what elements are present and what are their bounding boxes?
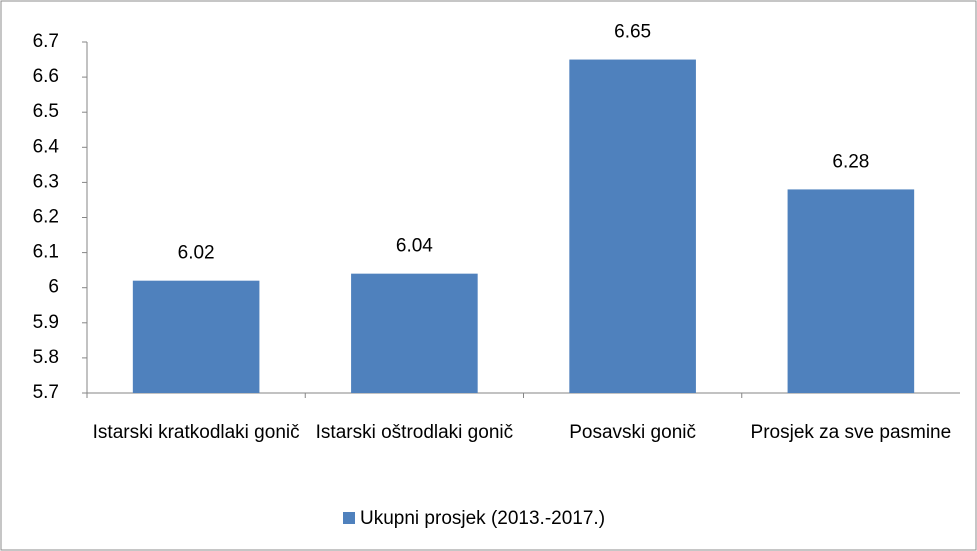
y-tick-label: 5.8: [33, 347, 59, 368]
bar: [132, 280, 260, 393]
data-label: 6.02: [178, 243, 215, 264]
bar: [787, 189, 915, 393]
data-label: 6.65: [614, 22, 651, 43]
y-tick-label: 6.2: [33, 207, 59, 228]
y-tick-label: 6.3: [33, 171, 59, 192]
x-tick-label: Prosjek za sve pasmine: [750, 422, 952, 443]
y-tick-label: 6.1: [33, 242, 59, 263]
legend-label: Ukupni prosjek (2013.-2017.): [360, 508, 605, 529]
y-tick-label: 6.7: [33, 31, 59, 52]
legend-swatch: [343, 512, 355, 524]
x-tick-label: Posavski gonič: [569, 422, 696, 443]
bar: [351, 273, 478, 393]
bar: [569, 59, 696, 394]
y-tick-label: 6.5: [33, 101, 59, 122]
x-tick-label: Istarski kratkodlaki gonič: [92, 422, 300, 443]
x-tick-label: Istarski oštrodlaki gonič: [315, 422, 514, 443]
y-tick-label: 6.6: [33, 66, 59, 87]
y-tick-label: 6: [48, 277, 59, 298]
y-tick-label: 5.7: [33, 382, 59, 403]
data-label: 6.04: [396, 236, 433, 257]
data-label: 6.28: [832, 151, 869, 172]
y-tick-label: 5.9: [33, 312, 59, 333]
y-tick-label: 6.4: [33, 136, 60, 157]
